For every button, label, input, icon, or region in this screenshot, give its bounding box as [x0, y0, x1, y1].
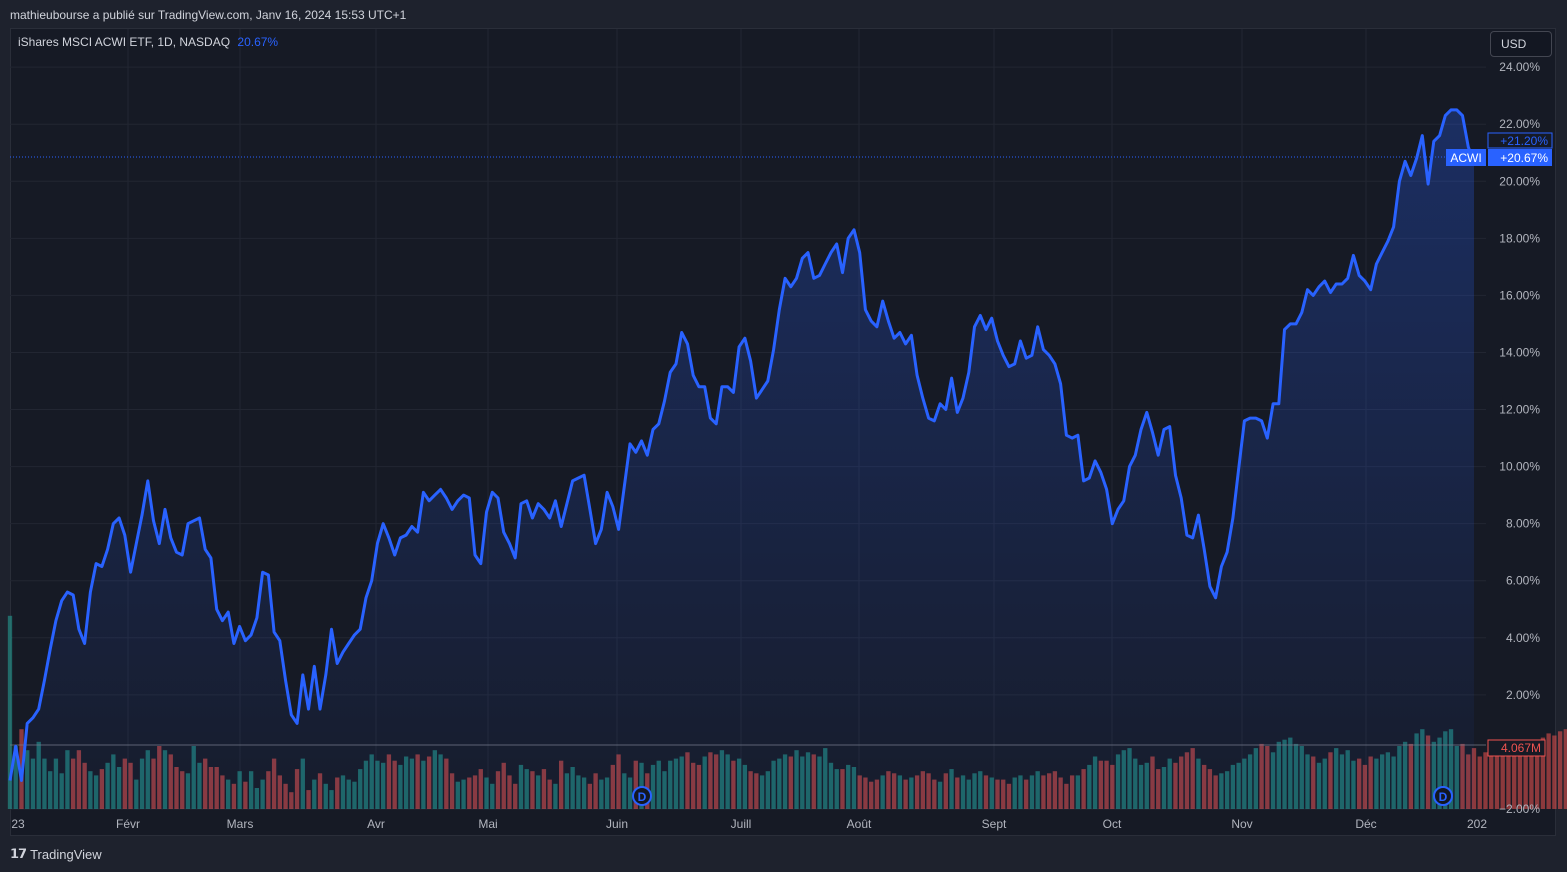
price-line	[8, 108, 1476, 782]
y-tick-label: 22.00%	[1499, 117, 1540, 131]
y-tick-label: 4.00%	[1506, 631, 1540, 645]
y-tick-label: −2.00%	[1499, 802, 1540, 816]
dividend-marker-label: D	[638, 790, 647, 804]
y-tick-label: 16.00%	[1499, 288, 1540, 302]
x-tick-label: 202	[1467, 817, 1487, 831]
series-name-tag: ACWI	[1450, 151, 1481, 165]
dividend-marker[interactable]: D	[632, 786, 652, 806]
volume-bar	[1483, 752, 1488, 809]
volume-bar	[1489, 748, 1494, 809]
volume-bar	[1557, 731, 1563, 809]
x-tick-label: Déc	[1355, 817, 1376, 831]
x-tick-label: Avr	[367, 817, 385, 831]
y-tick-label: 2.00%	[1506, 688, 1540, 702]
y-tick-label: 24.00%	[1499, 60, 1540, 74]
x-tick-label: Mars	[227, 817, 254, 831]
high-price-tag-bg	[1487, 132, 1553, 149]
tradingview-logo-icon: 𝟭𝟳	[10, 846, 27, 861]
footer-branding[interactable]: 𝟭𝟳 TradingView	[10, 846, 102, 862]
volume-bar	[1529, 752, 1534, 809]
volume-tag-bg	[1487, 739, 1546, 757]
volume-bar	[1546, 733, 1551, 809]
high-price-tag: +21.20%	[1500, 134, 1548, 148]
volume-bar	[1552, 735, 1557, 809]
volume-bar	[1517, 746, 1523, 809]
volume-bar	[1477, 756, 1482, 809]
y-axis: 24.00% 22.00% 20.00% 18.00% 16.00% 14.00% 12.0…	[1499, 60, 1540, 816]
series-name-tag-bg	[1446, 149, 1486, 166]
volume-bar	[1540, 737, 1546, 809]
y-tick-label: 10.00%	[1499, 460, 1540, 474]
x-tick-label: Sept	[982, 817, 1007, 831]
y-tick-label: 6.00%	[1506, 574, 1540, 588]
symbol-title: iShares MSCI ACWI ETF, 1D, NASDAQ	[18, 35, 231, 49]
last-price-tag: +20.67%	[1500, 151, 1548, 165]
currency-button[interactable]: USD	[1490, 31, 1552, 57]
x-tick-label: Févr	[116, 817, 140, 831]
volume-bar	[7, 615, 13, 809]
volume-bar	[1534, 741, 1540, 809]
volume-bar	[1563, 729, 1567, 809]
footer-brand: TradingView	[30, 846, 102, 862]
volume-bar	[1500, 754, 1505, 809]
volume-bar	[1523, 750, 1528, 809]
y-tick-label: 12.00%	[1499, 403, 1540, 417]
y-tick-label: 20.00%	[1499, 174, 1540, 188]
x-tick-label: Mai	[478, 817, 497, 831]
dividend-marker-label: D	[1439, 790, 1448, 804]
volume-bar	[1494, 750, 1500, 809]
x-tick-label: 23	[11, 817, 25, 831]
price-area-fill	[10, 109, 1474, 809]
publisher-caption: mathieubourse a publié sur TradingView.c…	[10, 8, 407, 22]
dividend-marker[interactable]: D	[1433, 786, 1453, 806]
x-tick-label: Nov	[1231, 817, 1252, 831]
x-axis: 23 Févr Mars Avr Mai Juin Juill Août Sept Oct Nov D…	[11, 817, 1487, 831]
last-price-tag-bg	[1488, 149, 1552, 166]
y-tick-label: 18.00%	[1499, 231, 1540, 245]
symbol-change: 20.67%	[237, 35, 279, 49]
y-tick-label: 14.00%	[1499, 345, 1540, 359]
y-tick-label: 8.00%	[1506, 517, 1540, 531]
volume-bar	[1512, 750, 1517, 809]
x-tick-label: Oct	[1103, 817, 1122, 831]
volume-tag: 4.067M	[1501, 741, 1541, 755]
x-tick-label: Juin	[606, 817, 628, 831]
x-tick-label: Août	[847, 817, 872, 831]
symbol-legend[interactable]: iShares MSCI ACWI ETF, 1D, NASDAQ 20.67%	[18, 35, 278, 49]
volume-bar	[1506, 752, 1511, 809]
x-tick-label: Juill	[731, 817, 752, 831]
